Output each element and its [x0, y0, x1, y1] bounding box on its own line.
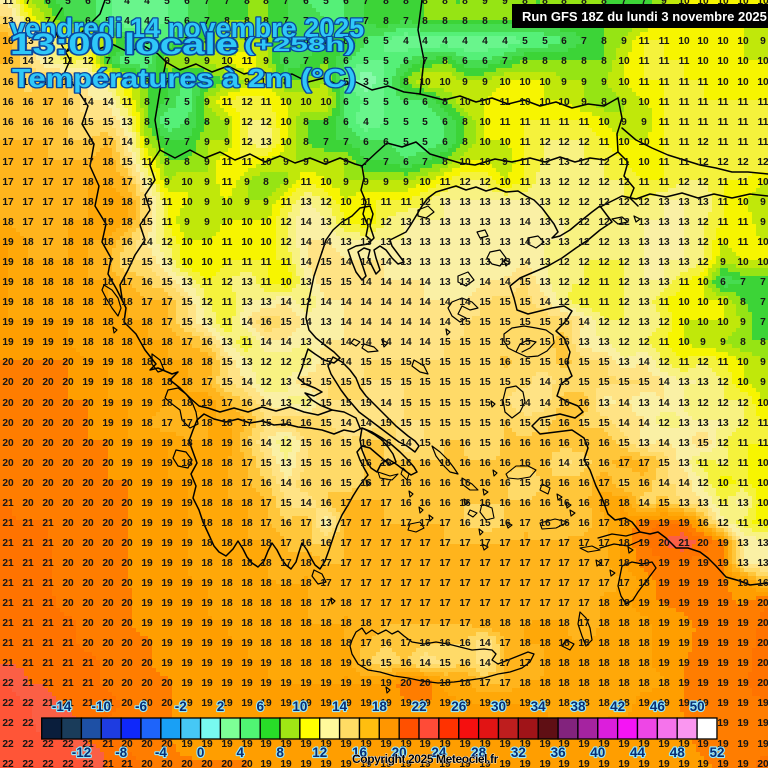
- svg-text:-2: -2: [175, 699, 187, 714]
- svg-text:46: 46: [650, 699, 666, 714]
- svg-text:10: 10: [292, 699, 307, 714]
- svg-text:12: 12: [312, 745, 327, 760]
- svg-text:18: 18: [372, 699, 388, 714]
- svg-text:24: 24: [431, 745, 447, 760]
- svg-text:4: 4: [237, 745, 245, 760]
- svg-text:Températures à 2m (°C): Températures à 2m (°C): [12, 63, 356, 93]
- svg-text:30: 30: [491, 699, 506, 714]
- svg-text:42: 42: [610, 699, 625, 714]
- svg-text:-14: -14: [52, 699, 72, 714]
- svg-text:Run GFS 18Z du lundi 3 novembr: Run GFS 18Z du lundi 3 novembre 2025: [522, 9, 767, 24]
- svg-text:44: 44: [630, 745, 646, 760]
- svg-text:Copyright 2025 Meteociel.fr: Copyright 2025 Meteociel.fr: [352, 752, 499, 766]
- svg-text:32: 32: [511, 745, 526, 760]
- svg-text:-6: -6: [135, 699, 147, 714]
- svg-text:(+258h): (+258h): [244, 35, 355, 56]
- svg-text:-8: -8: [115, 745, 127, 760]
- svg-text:16: 16: [352, 745, 368, 760]
- svg-text:14: 14: [332, 699, 348, 714]
- svg-text:22: 22: [412, 699, 427, 714]
- svg-text:-4: -4: [155, 745, 167, 760]
- svg-text:50: 50: [690, 699, 705, 714]
- svg-text:-10: -10: [92, 699, 112, 714]
- svg-text:0: 0: [197, 745, 205, 760]
- svg-text:6: 6: [256, 699, 264, 714]
- svg-text:36: 36: [551, 745, 567, 760]
- svg-text:48: 48: [670, 745, 686, 760]
- svg-text:13:00 locale: 13:00 locale: [10, 28, 238, 61]
- svg-text:8: 8: [276, 745, 284, 760]
- svg-text:20: 20: [392, 745, 407, 760]
- svg-text:34: 34: [531, 699, 547, 714]
- svg-text:26: 26: [451, 699, 467, 714]
- svg-text:2: 2: [217, 699, 225, 714]
- svg-text:-12: -12: [72, 745, 92, 760]
- svg-text:38: 38: [570, 699, 586, 714]
- svg-text:40: 40: [590, 745, 605, 760]
- svg-text:52: 52: [709, 745, 724, 760]
- svg-text:28: 28: [471, 745, 487, 760]
- svg-text:vendredi 14 novembre 2025: vendredi 14 novembre 2025: [10, 13, 364, 43]
